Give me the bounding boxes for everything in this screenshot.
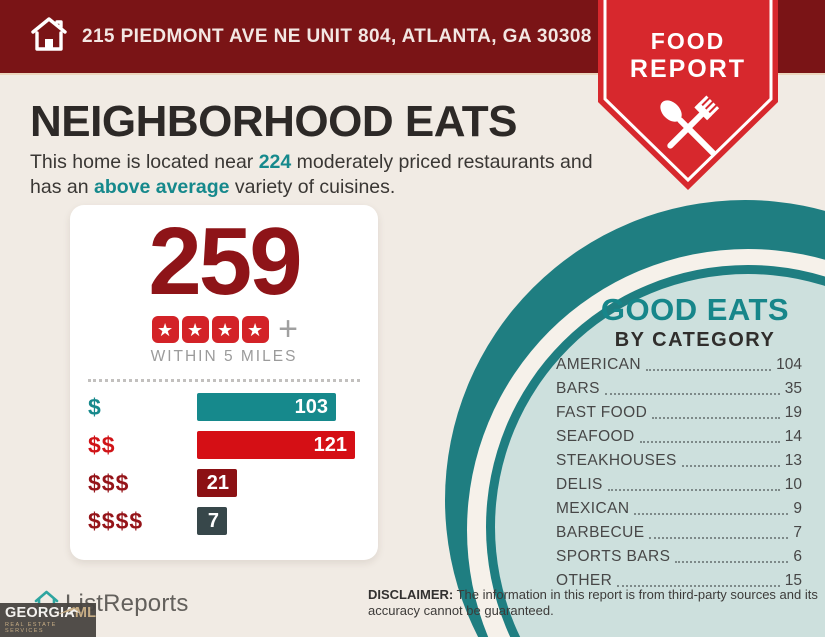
bar: 121 — [197, 431, 355, 459]
total-restaurant-count: 259 — [148, 208, 302, 315]
intro-line2-post: variety of cuisines. — [229, 176, 396, 198]
list-item: AMERICAN 104 — [556, 356, 802, 374]
star-icon: ★ — [211, 316, 239, 343]
georgiamls-watermark: GEORGIAMLS REAL ESTATE SERVICES — [0, 603, 96, 637]
bar: 103 — [197, 393, 336, 421]
disclaimer-label: DISCLAIMER: — [368, 587, 454, 602]
radius-label: WITHIN 5 MILES — [150, 348, 298, 365]
disclaimer-line2: accuracy cannot be guaranteed. — [368, 603, 554, 618]
category-count: 7 — [793, 524, 802, 541]
list-item: STEAKHOUSES 13 — [556, 452, 802, 470]
food-report-badge: FOOD REPORT — [598, 0, 778, 200]
price-tier-label: $$ — [88, 431, 116, 458]
good-eats-title: GOOD EATS — [600, 292, 790, 327]
intro-line1-pre: This home is located near — [30, 151, 259, 173]
category-label: AMERICAN — [556, 356, 642, 373]
category-count: 35 — [784, 380, 802, 397]
price-tier-label: $$$ — [88, 469, 130, 496]
category-count: 13 — [784, 452, 802, 469]
category-label: DELIS — [556, 476, 603, 493]
category-label: FAST FOOD — [556, 404, 648, 421]
property-address: 215 PIEDMONT AVE NE UNIT 804, ATLANTA, G… — [82, 25, 592, 47]
bar-value: 121 — [313, 433, 347, 456]
category-label: MEXICAN — [556, 500, 630, 517]
bar-value: 7 — [207, 509, 219, 532]
category-count: 104 — [776, 356, 802, 373]
category-count: 14 — [784, 428, 802, 445]
category-count: 6 — [793, 548, 802, 565]
dotted-leader — [681, 465, 780, 467]
dotted-leader — [607, 489, 780, 491]
price-tier-label: $ — [88, 393, 102, 420]
dotted-leader — [634, 513, 789, 515]
dotted-leader — [604, 393, 780, 395]
badge-line1: FOOD — [651, 28, 725, 54]
page-title: NEIGHBORHOOD EATS — [30, 97, 517, 146]
intro-line1-post: moderately priced restaurants and — [291, 151, 593, 173]
disclaimer-text: DISCLAIMER: The information in this repo… — [368, 587, 823, 619]
star-icon: ★ — [181, 316, 209, 343]
list-item: OTHER 15 — [556, 572, 802, 590]
dotted-leader — [646, 369, 772, 371]
category-count: 9 — [793, 500, 802, 517]
bar-value: 103 — [294, 395, 328, 418]
georgiamls-roof-icon — [56, 604, 82, 619]
house-icon — [30, 15, 68, 58]
category-label: SPORTS BARS — [556, 548, 671, 565]
badge-line2: REPORT — [630, 55, 746, 83]
category-list: AMERICAN 104 BARS 35 FAST FOOD 19 SEAFOO… — [556, 356, 802, 596]
list-item: FAST FOOD 19 — [556, 404, 802, 422]
price-tier-bar-chart: $ 103 $$ 121 $$$ 21 $$$$ 7 — [88, 393, 378, 535]
list-item: SPORTS BARS 6 — [556, 548, 802, 566]
crossed-utensils-icon — [660, 95, 720, 156]
dotted-leader — [652, 417, 780, 419]
bar: 21 — [197, 469, 237, 497]
bar-row: $$ 121 — [88, 431, 378, 459]
list-item: SEAFOOD 14 — [556, 428, 802, 446]
list-item: DELIS 10 — [556, 476, 802, 494]
good-eats-subtitle: BY CATEGORY — [614, 329, 776, 351]
category-count: 15 — [784, 572, 802, 589]
category-count: 10 — [784, 476, 802, 493]
dotted-leader — [639, 441, 780, 443]
category-count: 19 — [784, 404, 802, 421]
category-label: BARS — [556, 380, 600, 397]
category-label: BARBECUE — [556, 524, 645, 541]
list-item: MEXICAN 9 — [556, 500, 802, 518]
disclaimer-line1: The information in this report is from t… — [453, 587, 818, 602]
star-rating: ★ ★ ★ ★ + — [70, 310, 378, 348]
category-label: OTHER — [556, 572, 613, 589]
star-icon: ★ — [151, 316, 179, 343]
list-item: BARBECUE 7 — [556, 524, 802, 542]
bar-row: $$$ 21 — [88, 469, 378, 497]
category-label: STEAKHOUSES — [556, 452, 677, 469]
divider — [88, 379, 360, 382]
bar-row: $$$$ 7 — [88, 507, 378, 535]
restaurant-count: 224 — [258, 151, 292, 173]
list-item: BARS 35 — [556, 380, 802, 398]
restaurant-summary-card: 259 ★ ★ ★ ★ + WITHIN 5 MILES $ 103 $$ 12… — [70, 205, 378, 560]
intro-line2-pre: has an — [30, 176, 94, 198]
bar-row: $ 103 — [88, 393, 378, 421]
star-icon: ★ — [241, 316, 269, 343]
bar-value: 21 — [206, 471, 229, 494]
dotted-leader — [649, 537, 789, 539]
dotted-leader — [617, 585, 780, 587]
plus-icon: + — [278, 310, 298, 348]
category-label: SEAFOOD — [556, 428, 635, 445]
georgiamls-wordmark: GEORGIAMLS — [5, 604, 96, 621]
variety-rating: above average — [93, 176, 230, 198]
dotted-leader — [675, 561, 789, 563]
price-tier-label: $$$$ — [88, 507, 144, 534]
georgiamls-tagline: REAL ESTATE SERVICES — [5, 622, 57, 634]
bar: 7 — [197, 507, 227, 535]
intro-text: This home is located near 224 moderately… — [30, 150, 593, 200]
good-eats-header: GOOD EATS BY CATEGORY — [545, 292, 825, 352]
